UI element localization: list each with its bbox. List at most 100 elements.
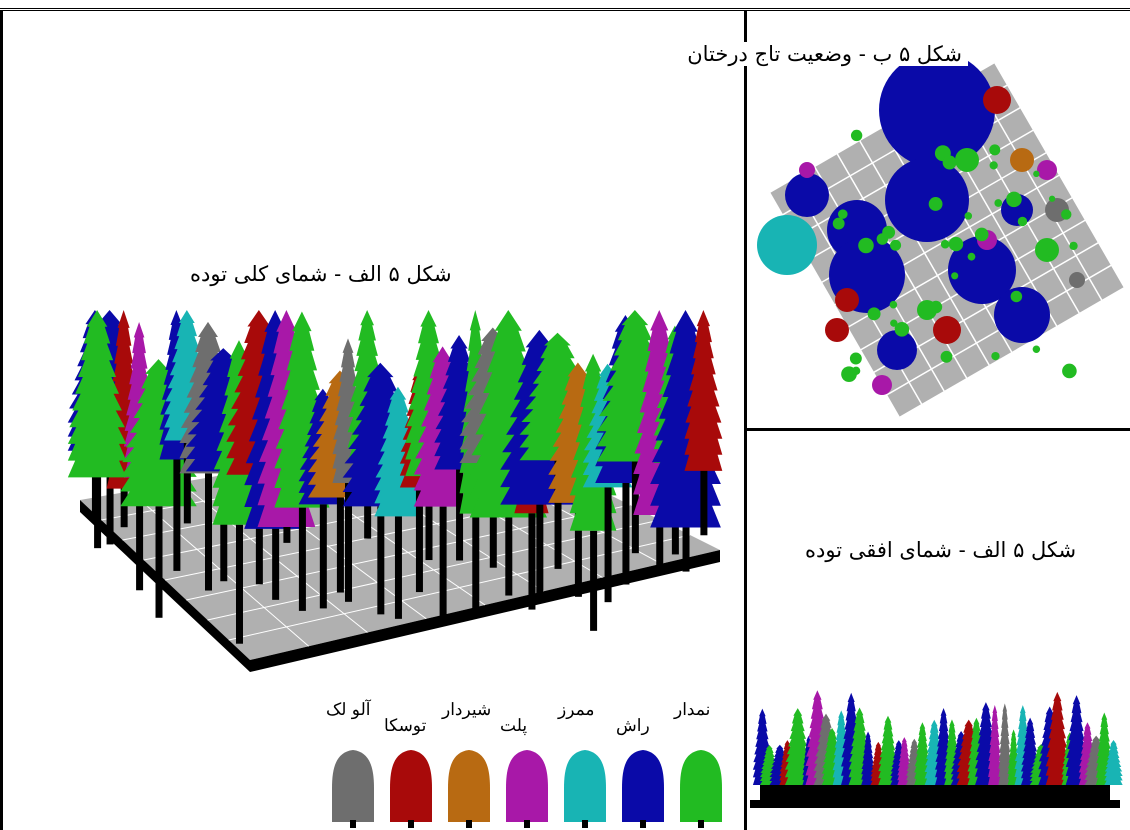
tree-trunk xyxy=(394,516,402,619)
tree-trunk xyxy=(536,504,544,603)
tree-trunk xyxy=(235,524,243,644)
small-crown-blob xyxy=(849,352,862,365)
small-crown-blob xyxy=(1045,248,1054,257)
horizontal-tree xyxy=(1104,739,1123,785)
legend-label-0: نمدار xyxy=(674,700,711,720)
vertical-divider xyxy=(744,10,747,830)
legend-label-3: پلت xyxy=(500,716,528,736)
stand-3d-panel xyxy=(60,300,740,680)
small-crown-blob xyxy=(858,237,874,254)
legend-swatch-5 xyxy=(390,750,432,828)
tree-trunk xyxy=(220,471,228,582)
general-view-label: شکل ۵ الف - شمای کلی توده xyxy=(190,262,452,286)
horizontal-divider xyxy=(744,428,1130,431)
legend-label-4: شیردار xyxy=(442,700,492,720)
horizontal-tree xyxy=(785,708,811,785)
tree-trunk xyxy=(456,469,464,561)
tree-trunk xyxy=(604,487,612,603)
small-crown-blob xyxy=(882,225,896,239)
tree-trunk xyxy=(205,473,213,591)
legend-label-5: توسکا xyxy=(384,716,427,736)
legend-swatch-1 xyxy=(622,750,664,828)
small-crown-blob xyxy=(1069,241,1078,251)
small-crown-blob xyxy=(967,252,976,261)
small-crown-blob xyxy=(948,236,964,252)
legend-label-6: آلو لک xyxy=(326,700,371,720)
stand-base-front xyxy=(250,550,720,672)
small-crown-blob xyxy=(894,322,910,337)
small-crown-blob xyxy=(1062,363,1077,379)
tree-crown-blob xyxy=(955,148,979,172)
horizontal-stand-view xyxy=(750,690,1123,808)
tree-crown-blob xyxy=(1069,272,1085,288)
tree-trunk xyxy=(574,502,582,597)
small-crown-blob xyxy=(1006,191,1022,208)
small-crown-blob xyxy=(991,351,1000,361)
horizontal-tree xyxy=(878,715,898,785)
legend-label-1: راش xyxy=(616,716,650,736)
small-crown-blob xyxy=(942,155,957,170)
crown-map xyxy=(757,52,1126,419)
tree-trunk xyxy=(345,483,353,602)
tree-trunk xyxy=(554,460,562,569)
tree-trunk xyxy=(319,504,327,609)
small-crown-blob xyxy=(890,319,898,327)
tree-trunk xyxy=(415,487,423,593)
crown-status-label: شکل ۵ ب - وضعیت تاج درختان xyxy=(681,42,968,66)
legend-label-2: ممرز xyxy=(558,700,595,720)
stand-base-left xyxy=(80,500,250,672)
horizontal-tree xyxy=(988,704,1002,785)
legend-swatch-0 xyxy=(680,750,722,828)
tree-crown xyxy=(67,310,127,478)
tree-crown-blob xyxy=(994,287,1050,343)
legend-swatch-3 xyxy=(506,750,548,828)
small-crown-blob xyxy=(989,144,1001,156)
small-crown-blob xyxy=(989,161,998,170)
tree-crown-blob xyxy=(933,316,961,344)
small-crown-blob xyxy=(837,209,848,219)
small-crown-blob xyxy=(851,366,861,376)
tree-trunk xyxy=(528,513,536,610)
crown-map-panel xyxy=(747,10,1130,428)
small-crown-blob xyxy=(1017,216,1028,227)
tree-crown-blob xyxy=(897,110,917,130)
small-crown-blob xyxy=(1032,345,1041,353)
tree-crown-blob xyxy=(799,162,815,178)
tree-crown-blob xyxy=(872,375,892,395)
tree-crown-blob xyxy=(1037,160,1057,180)
small-crown-blob xyxy=(890,239,902,251)
horizontal-panel xyxy=(750,670,1125,830)
left-border xyxy=(0,10,3,830)
small-crown-blob xyxy=(850,129,863,142)
small-crown-blob xyxy=(889,300,898,309)
small-crown-blob xyxy=(1048,195,1056,202)
tree-crown-blob xyxy=(879,52,995,168)
tree-trunk xyxy=(183,432,191,524)
tree-crown-blob xyxy=(835,288,859,312)
top-border xyxy=(0,0,1130,11)
tree-trunk xyxy=(94,451,102,549)
small-crown-blob xyxy=(974,227,989,242)
horizontal-view-label: شکل ۵ الف - شمای افقی توده xyxy=(805,538,1077,562)
tree-trunk xyxy=(425,469,433,561)
tree-trunk xyxy=(298,507,306,611)
tree-crown xyxy=(684,310,723,471)
tree-crown-blob xyxy=(983,86,1011,114)
tree-crown-blob xyxy=(885,158,969,242)
legend-swatch-4 xyxy=(448,750,490,828)
tree-trunk xyxy=(272,484,280,600)
tree-trunk xyxy=(505,494,513,596)
tree-trunk xyxy=(622,483,630,585)
tree-crown-blob xyxy=(825,318,849,342)
small-crown-blob xyxy=(928,197,943,211)
tree-trunk xyxy=(700,430,708,536)
small-crown-blob xyxy=(994,199,1003,207)
stand-3d-view xyxy=(67,310,723,672)
horizontal-tree xyxy=(998,703,1012,785)
tree-crown-blob xyxy=(757,215,817,275)
horizontal-tree xyxy=(1045,691,1069,785)
tree-trunk xyxy=(136,477,144,591)
small-crown-blob xyxy=(832,217,845,230)
species-legend: نمدار راش ممرز پلت شیردار توسکا آلو لک xyxy=(320,700,740,830)
tree-trunk xyxy=(336,497,344,593)
